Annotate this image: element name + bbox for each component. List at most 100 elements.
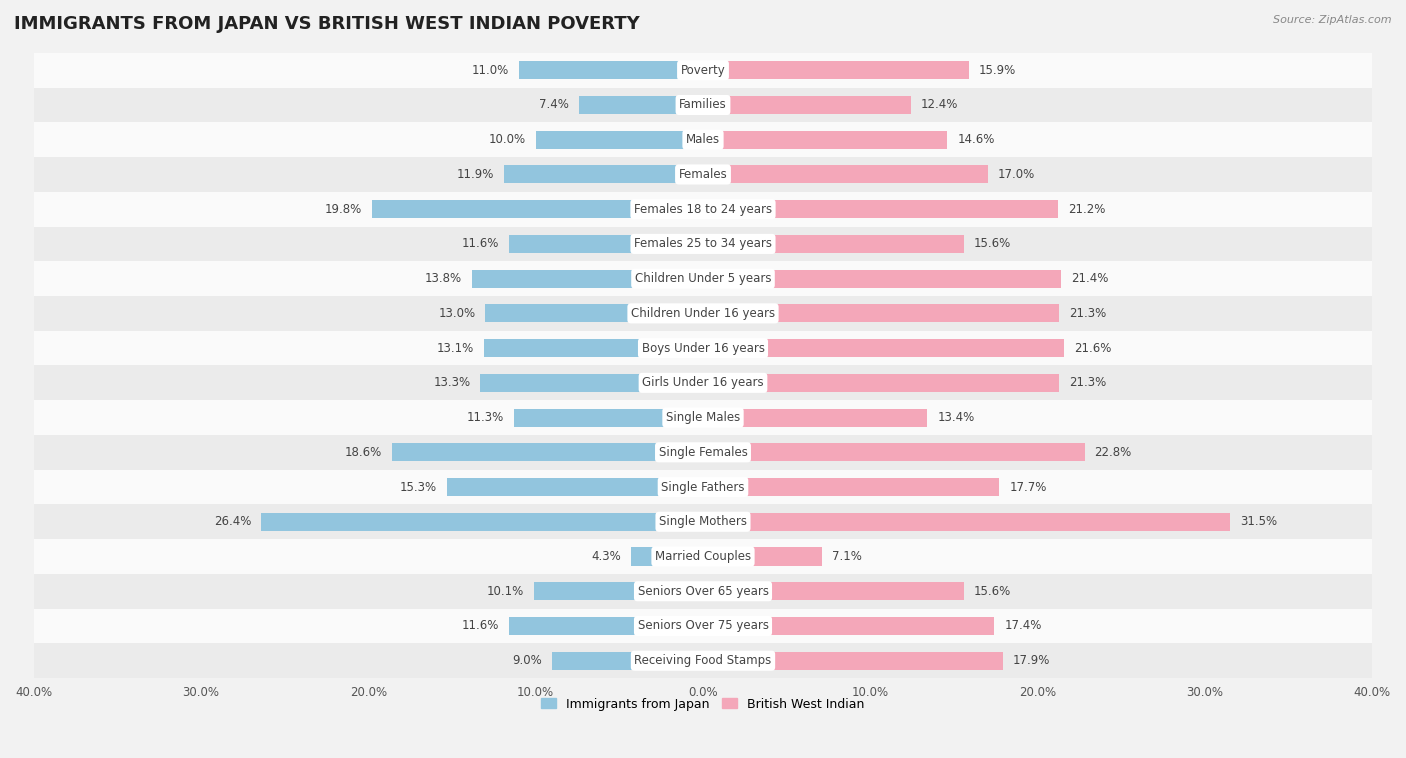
Bar xyxy=(509,617,703,635)
Text: 9.0%: 9.0% xyxy=(513,654,543,667)
Bar xyxy=(703,512,1230,531)
Text: 11.0%: 11.0% xyxy=(471,64,509,77)
Bar xyxy=(34,122,1372,157)
Legend: Immigrants from Japan, British West Indian: Immigrants from Japan, British West Indi… xyxy=(536,693,870,716)
Bar xyxy=(631,547,703,565)
Bar xyxy=(703,61,969,80)
Text: Single Fathers: Single Fathers xyxy=(661,481,745,493)
Bar xyxy=(34,470,1372,504)
Bar xyxy=(703,478,1000,496)
Bar xyxy=(34,365,1372,400)
Text: 21.2%: 21.2% xyxy=(1067,202,1105,216)
Text: 19.8%: 19.8% xyxy=(325,202,361,216)
Bar xyxy=(703,582,965,600)
Text: Females: Females xyxy=(679,168,727,181)
Text: Seniors Over 65 years: Seniors Over 65 years xyxy=(637,584,769,598)
Bar xyxy=(579,96,703,114)
Bar xyxy=(703,235,965,253)
Bar xyxy=(34,227,1372,262)
Text: 17.7%: 17.7% xyxy=(1010,481,1046,493)
Bar xyxy=(703,305,1060,322)
Text: 13.8%: 13.8% xyxy=(425,272,463,285)
Text: 17.9%: 17.9% xyxy=(1012,654,1050,667)
Bar xyxy=(703,130,948,149)
Bar xyxy=(34,296,1372,330)
Bar xyxy=(703,652,1002,670)
Text: Source: ZipAtlas.com: Source: ZipAtlas.com xyxy=(1274,15,1392,25)
Text: 14.6%: 14.6% xyxy=(957,133,995,146)
Bar xyxy=(513,409,703,427)
Bar xyxy=(34,262,1372,296)
Text: 21.3%: 21.3% xyxy=(1070,307,1107,320)
Bar xyxy=(447,478,703,496)
Text: Children Under 16 years: Children Under 16 years xyxy=(631,307,775,320)
Text: Single Females: Single Females xyxy=(658,446,748,459)
Bar xyxy=(34,644,1372,678)
Text: Single Males: Single Males xyxy=(666,411,740,424)
Text: 12.4%: 12.4% xyxy=(921,99,957,111)
Bar xyxy=(703,200,1057,218)
Text: 7.1%: 7.1% xyxy=(832,550,862,563)
Text: Boys Under 16 years: Boys Under 16 years xyxy=(641,342,765,355)
Text: 13.3%: 13.3% xyxy=(433,377,471,390)
Bar xyxy=(703,165,987,183)
Bar xyxy=(509,235,703,253)
Bar xyxy=(262,512,703,531)
Bar xyxy=(703,547,823,565)
Bar xyxy=(703,339,1064,357)
Bar xyxy=(503,165,703,183)
Text: 13.1%: 13.1% xyxy=(436,342,474,355)
Text: 10.1%: 10.1% xyxy=(486,584,524,598)
Bar xyxy=(34,330,1372,365)
Text: 31.5%: 31.5% xyxy=(1240,515,1277,528)
Bar xyxy=(34,88,1372,122)
Bar xyxy=(519,61,703,80)
Text: 4.3%: 4.3% xyxy=(592,550,621,563)
Text: 18.6%: 18.6% xyxy=(344,446,381,459)
Text: 21.6%: 21.6% xyxy=(1074,342,1112,355)
Text: Married Couples: Married Couples xyxy=(655,550,751,563)
Text: 13.4%: 13.4% xyxy=(938,411,974,424)
Bar xyxy=(34,192,1372,227)
Text: 15.6%: 15.6% xyxy=(974,584,1011,598)
Text: Females 18 to 24 years: Females 18 to 24 years xyxy=(634,202,772,216)
Text: 11.6%: 11.6% xyxy=(461,237,499,250)
Text: 10.0%: 10.0% xyxy=(488,133,526,146)
Text: 11.6%: 11.6% xyxy=(461,619,499,632)
Text: Single Mothers: Single Mothers xyxy=(659,515,747,528)
Text: 11.3%: 11.3% xyxy=(467,411,503,424)
Bar xyxy=(481,374,703,392)
Text: 7.4%: 7.4% xyxy=(540,99,569,111)
Text: 15.6%: 15.6% xyxy=(974,237,1011,250)
Bar xyxy=(392,443,703,462)
Text: Males: Males xyxy=(686,133,720,146)
Bar xyxy=(34,157,1372,192)
Text: Poverty: Poverty xyxy=(681,64,725,77)
Text: 11.9%: 11.9% xyxy=(457,168,494,181)
Text: 17.0%: 17.0% xyxy=(997,168,1035,181)
Bar xyxy=(34,609,1372,644)
Bar xyxy=(34,504,1372,539)
Bar xyxy=(703,443,1084,462)
Text: 26.4%: 26.4% xyxy=(214,515,252,528)
Bar xyxy=(703,617,994,635)
Text: 13.0%: 13.0% xyxy=(439,307,475,320)
Text: Females 25 to 34 years: Females 25 to 34 years xyxy=(634,237,772,250)
Text: 15.3%: 15.3% xyxy=(399,481,437,493)
Text: Children Under 5 years: Children Under 5 years xyxy=(634,272,772,285)
Text: 21.3%: 21.3% xyxy=(1070,377,1107,390)
Bar xyxy=(371,200,703,218)
Bar xyxy=(553,652,703,670)
Bar xyxy=(703,96,911,114)
Bar xyxy=(534,582,703,600)
Bar xyxy=(485,305,703,322)
Text: Girls Under 16 years: Girls Under 16 years xyxy=(643,377,763,390)
Text: Receiving Food Stamps: Receiving Food Stamps xyxy=(634,654,772,667)
Text: Seniors Over 75 years: Seniors Over 75 years xyxy=(637,619,769,632)
Bar xyxy=(484,339,703,357)
Bar xyxy=(536,130,703,149)
Text: IMMIGRANTS FROM JAPAN VS BRITISH WEST INDIAN POVERTY: IMMIGRANTS FROM JAPAN VS BRITISH WEST IN… xyxy=(14,15,640,33)
Bar xyxy=(703,409,928,427)
Bar xyxy=(34,539,1372,574)
Bar xyxy=(34,435,1372,470)
